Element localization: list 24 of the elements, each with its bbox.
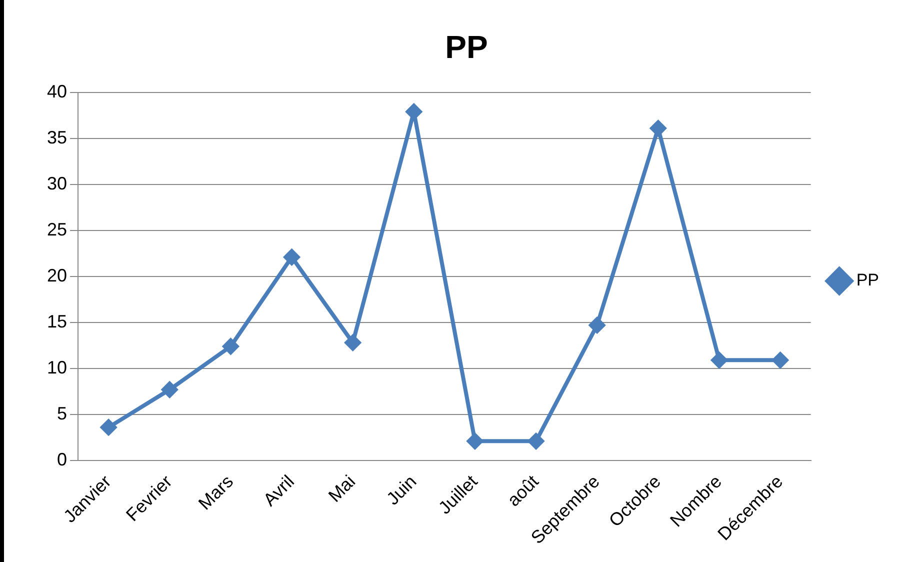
y-tick-label: 20 [46, 265, 68, 286]
point [650, 120, 666, 136]
y-tick-label: 35 [46, 127, 68, 148]
legend-label: PP [856, 270, 880, 290]
point [344, 334, 361, 351]
point [772, 352, 788, 368]
y-tick-label: 25 [46, 219, 68, 240]
y-tick-label: 5 [57, 403, 68, 424]
y-tick-label: 30 [46, 173, 68, 194]
x-tick-label: Mai [324, 471, 360, 506]
y-tick-label: 15 [46, 311, 68, 332]
point [528, 433, 544, 450]
y-tick-label: 10 [46, 357, 68, 378]
point [100, 419, 117, 436]
point [162, 382, 178, 398]
point [711, 352, 728, 368]
point [466, 433, 483, 450]
point [284, 249, 300, 266]
y-tick-label: 0 [57, 449, 68, 470]
x-tick-label: Juin [382, 471, 420, 509]
point [589, 317, 606, 334]
y-tick-label: 40 [46, 81, 68, 102]
point [222, 338, 239, 354]
chart-title: PP [445, 29, 488, 66]
